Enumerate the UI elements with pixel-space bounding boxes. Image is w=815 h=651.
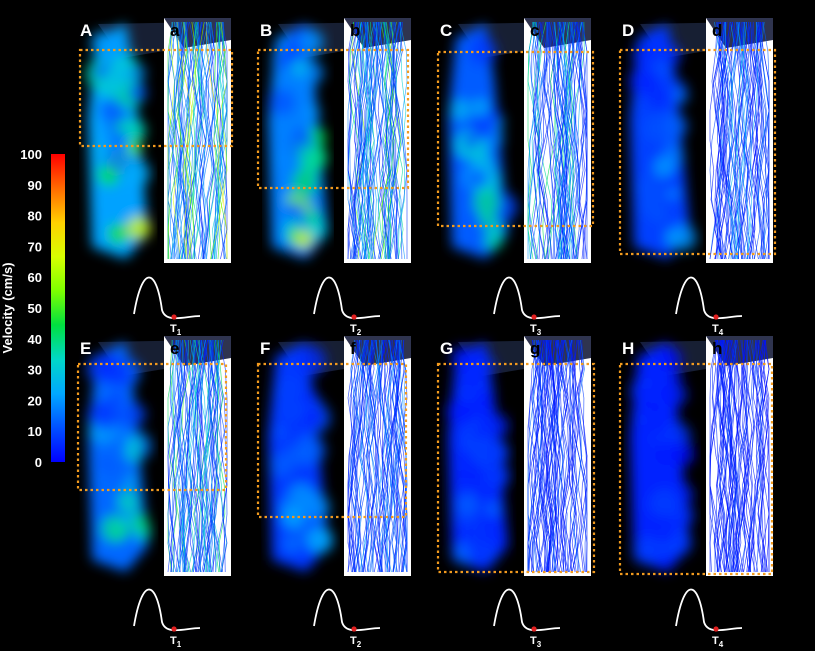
- time-point-label: T1: [170, 323, 182, 337]
- panel-label: A: [80, 21, 92, 40]
- colorbar-tick-label: 60: [28, 270, 42, 285]
- panel-label: c: [530, 21, 539, 40]
- cardiac-waveform-icon: T2: [313, 276, 381, 337]
- region-box: [436, 50, 595, 228]
- cardiac-waveform-icon: T1: [133, 588, 201, 649]
- streamline-panel: e: [164, 336, 231, 576]
- colorbar-tick-label: 20: [28, 393, 42, 408]
- cardiac-waveform-icon: T4: [675, 276, 743, 337]
- colorbar-title: Velocity (cm/s): [0, 262, 15, 353]
- time-point-label: T3: [530, 635, 542, 649]
- region-box: [76, 362, 228, 492]
- colorbar-tick-label: 80: [28, 209, 42, 224]
- region-box: [78, 48, 234, 148]
- colorbar-tick-label: 50: [28, 301, 42, 316]
- velocity-map-panel: H: [620, 336, 760, 576]
- time-point-label: T4: [712, 323, 724, 337]
- time-point-label: T3: [530, 323, 542, 337]
- cardiac-waveform-icon: T3: [493, 588, 561, 649]
- panel-label: C: [440, 21, 452, 40]
- colorbar-bar: [51, 154, 65, 462]
- time-point-label: T1: [170, 635, 182, 649]
- cardiac-waveform-icon: T4: [675, 588, 743, 649]
- streamline-panel: a: [164, 18, 231, 263]
- panel-label: B: [260, 21, 272, 40]
- streamline-panel: c: [524, 18, 591, 263]
- cardiac-waveform-icon: T3: [493, 276, 561, 337]
- streamline-panel: d: [706, 18, 773, 263]
- time-point-label: T4: [712, 635, 724, 649]
- panel-label: E: [80, 339, 91, 358]
- panel-label: G: [440, 339, 453, 358]
- velocity-map-panel: E: [78, 336, 218, 576]
- streamline-panel: b: [344, 18, 411, 263]
- panel-label: g: [530, 339, 540, 358]
- panel-label: F: [260, 339, 270, 358]
- region-box: [256, 48, 410, 190]
- cardiac-waveform-icon: T1: [133, 276, 201, 337]
- colorbar-tick-label: 100: [20, 147, 42, 162]
- colorbar-tick-label: 0: [35, 455, 42, 470]
- region-box: [436, 362, 596, 574]
- colorbar-tick-label: 30: [28, 363, 42, 378]
- panel-label: e: [170, 339, 179, 358]
- panel-label: D: [622, 21, 634, 40]
- velocity-map-panel: C: [438, 18, 578, 263]
- velocity-map-panel: A: [78, 18, 218, 263]
- velocity-map-panel: B: [258, 18, 398, 263]
- panel-label: d: [712, 21, 722, 40]
- streamline-panel: h: [706, 336, 773, 576]
- colorbar-tick-label: 70: [28, 239, 42, 254]
- colorbar-tick-label: 90: [28, 178, 42, 193]
- velocity-map-panel: G: [438, 336, 578, 576]
- panel-label: f: [350, 339, 356, 358]
- region-box: [618, 48, 777, 256]
- panel-label: a: [170, 21, 180, 40]
- panel-label: H: [622, 339, 634, 358]
- streamline-panel: f: [344, 336, 411, 576]
- streamline-panel: g: [524, 336, 591, 576]
- time-point-label: T2: [350, 635, 362, 649]
- region-box: [256, 362, 408, 519]
- cardiac-waveform-icon: T2: [313, 588, 381, 649]
- panel-label: h: [712, 339, 722, 358]
- panel-label: b: [350, 21, 360, 40]
- colorbar-tick-label: 40: [28, 332, 42, 347]
- time-point-label: T2: [350, 323, 362, 337]
- colorbar-tick-label: 10: [28, 424, 42, 439]
